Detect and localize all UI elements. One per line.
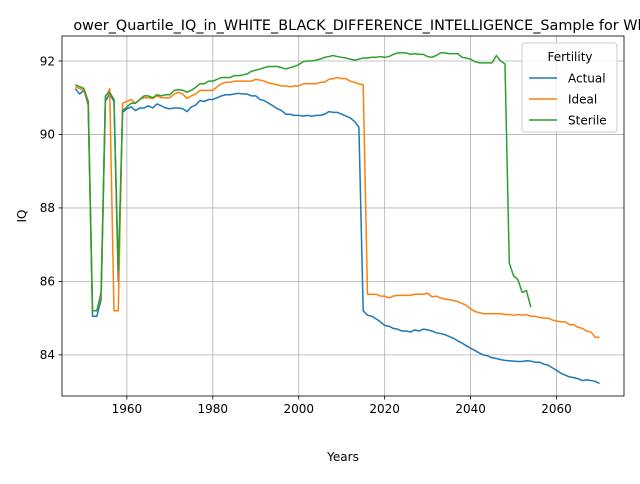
series-line-sterile bbox=[75, 52, 532, 312]
series-lines bbox=[74, 52, 600, 385]
plot-area-border bbox=[61, 35, 625, 397]
x-tick-label: 1980 bbox=[198, 402, 229, 416]
legend-label-actual: Actual bbox=[568, 71, 606, 85]
x-tick-label: 2060 bbox=[541, 402, 572, 416]
legend-label-ideal: Ideal bbox=[568, 92, 597, 106]
y-tick-label: 90 bbox=[40, 128, 55, 142]
y-tick-label: 88 bbox=[40, 201, 55, 215]
x-axis-label: Years bbox=[326, 450, 359, 464]
y-axis-ticks: 84 86 88 90 92 bbox=[40, 54, 62, 362]
chart-title: ower_Quartile_IQ_in_WHITE_BLACK_DIFFEREN… bbox=[73, 18, 640, 34]
x-tick-label: 2000 bbox=[283, 402, 314, 416]
x-tick-label: 1960 bbox=[112, 402, 143, 416]
x-tick-label: 2040 bbox=[455, 402, 486, 416]
y-tick-label: 92 bbox=[40, 54, 55, 68]
y-tick-label: 84 bbox=[40, 348, 55, 362]
x-axis-ticks: 1960 1980 2000 2020 2040 2060 bbox=[112, 396, 572, 416]
legend-entries: Actual Ideal Sterile bbox=[529, 71, 607, 127]
x-tick-label: 2020 bbox=[369, 402, 400, 416]
y-tick-label: 86 bbox=[40, 275, 55, 289]
legend: Fertility Actual Ideal Sterile bbox=[521, 42, 618, 133]
legend-box bbox=[521, 42, 618, 133]
y-axis-label: IQ bbox=[15, 210, 29, 223]
legend-title: Fertility bbox=[547, 50, 592, 64]
legend-label-sterile: Sterile bbox=[568, 113, 607, 127]
series-line-ideal bbox=[75, 76, 600, 338]
series-line-actual bbox=[74, 88, 600, 385]
axes-frame bbox=[61, 35, 625, 397]
